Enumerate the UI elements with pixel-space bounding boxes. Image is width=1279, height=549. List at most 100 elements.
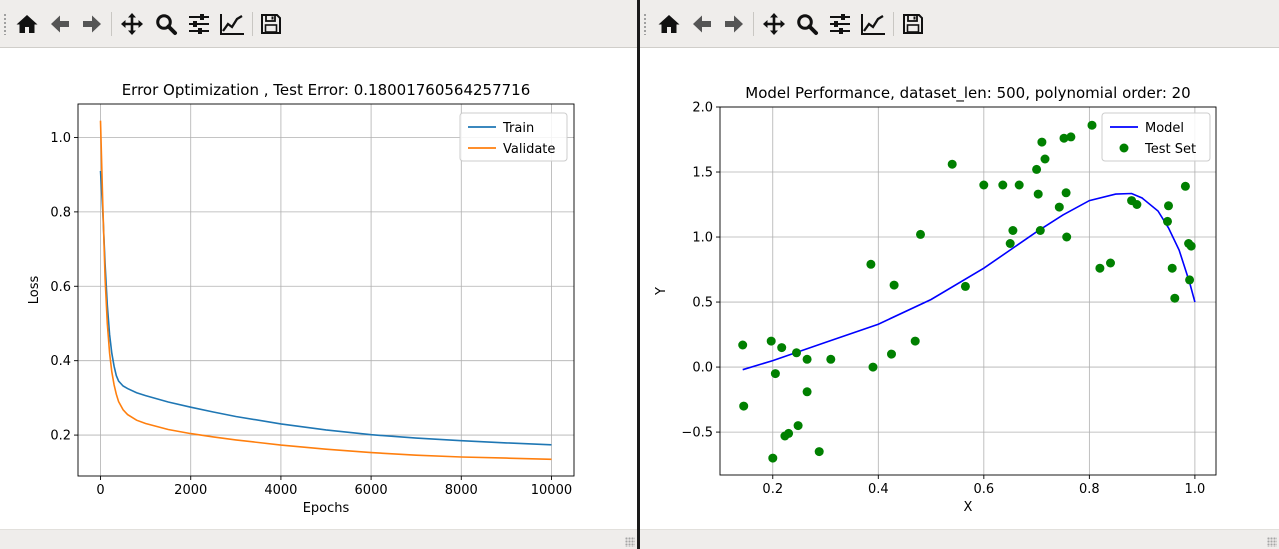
zoom-button[interactable] (151, 9, 181, 39)
x-tick-label: 8000 (445, 483, 478, 498)
test-set-point (784, 428, 794, 438)
window-divider (637, 0, 640, 549)
test-set-point (1132, 200, 1142, 209)
zoom-icon (797, 14, 818, 35)
test-set-point (770, 369, 780, 379)
zoom-icon (156, 14, 177, 35)
forward-arrow-icon (83, 15, 101, 33)
x-axis-label: X (964, 500, 973, 515)
test-set-point (1106, 258, 1115, 268)
configure-subplots-button[interactable] (825, 9, 855, 39)
y-tick-label: −0.5 (681, 426, 713, 441)
back-button[interactable] (687, 9, 717, 39)
test-set-point (889, 280, 899, 290)
model-performance-chart: 0.2 0.4 0.6 0.8 1.0 −0.5 0.0 0.5 1.0 1.5 2.0 Model … (654, 84, 1217, 515)
test-set-point (979, 180, 989, 190)
pan-icon (121, 13, 143, 35)
series-line-train (99, 170, 552, 446)
test-set-point (1037, 137, 1047, 147)
edit-axis-icon (220, 14, 244, 35)
back-arrow-icon (693, 15, 711, 33)
legend-label: Test Set (1144, 142, 1196, 157)
test-set-point (814, 447, 824, 457)
test-set-point (792, 348, 801, 358)
edit-axis-button[interactable] (858, 9, 888, 39)
test-set-point (910, 336, 920, 346)
forward-button[interactable] (719, 9, 749, 39)
test-set-point (793, 421, 803, 431)
test-set-point (1164, 201, 1173, 211)
test-set-point (768, 453, 778, 463)
legend-swatch (1119, 143, 1129, 153)
home-button[interactable] (12, 9, 42, 39)
save-button[interactable] (898, 9, 928, 39)
test-set-point (1061, 188, 1071, 198)
test-set-point (738, 340, 748, 350)
test-set-point (802, 387, 812, 397)
navigation-toolbar (0, 0, 637, 48)
chart-title: Model Performance, dataset_len: 500, pol… (745, 84, 1190, 103)
pan-button[interactable] (117, 9, 147, 39)
y-tick-label: 2.0 (692, 101, 713, 116)
test-set-point (947, 159, 957, 169)
test-set-point (1095, 263, 1105, 273)
resize-grip[interactable] (625, 537, 635, 547)
forward-button[interactable] (77, 9, 107, 39)
pan-icon (763, 13, 785, 35)
edit-axis-button[interactable] (217, 9, 247, 39)
y-tick-label: 0.0 (692, 361, 713, 376)
axes-frame (719, 106, 1217, 476)
home-icon (658, 15, 680, 33)
test-set-point (1059, 133, 1069, 143)
test-set-point (887, 349, 896, 359)
y-tick-label: 0.6 (50, 280, 71, 295)
back-button[interactable] (45, 9, 75, 39)
test-set-point (1035, 226, 1045, 235)
test-set-point (1167, 263, 1177, 273)
toolbar-separator (252, 12, 253, 36)
test-set-point (1087, 120, 1097, 130)
figure-window-right: 0.2 0.4 0.6 0.8 1.0 −0.5 0.0 0.5 1.0 1.5 2.0 Model … (640, 0, 1279, 549)
x-tick-label: 4000 (264, 483, 297, 498)
test-set-point (1180, 181, 1190, 191)
x-axis-label: Epochs (303, 501, 350, 516)
test-set-point (1008, 226, 1018, 235)
toolbar-grip[interactable] (643, 13, 647, 35)
test-set-point (868, 362, 878, 372)
toolbar-separator (893, 12, 894, 36)
figure-window-left: 0 2000 4000 6000 8000 10000 0.2 0.4 0.6 0.8 1.0 Err… (0, 0, 637, 549)
y-axis-label: Loss (27, 276, 42, 305)
save-icon (261, 14, 281, 34)
x-tick-label: 0.4 (868, 482, 889, 497)
x-tick-label: 6000 (355, 483, 388, 498)
test-set-point (1040, 154, 1050, 164)
x-tick-label: 0.6 (973, 482, 994, 497)
legend-label: Validate (503, 142, 555, 157)
plot-area (78, 104, 574, 476)
toolbar-separator (111, 12, 112, 36)
toolbar-grip[interactable] (3, 13, 7, 35)
test-set-point (766, 336, 776, 346)
save-icon (903, 14, 923, 34)
test-set-point (1062, 232, 1072, 242)
test-set-point (802, 354, 812, 364)
legend-box (1101, 112, 1211, 162)
pan-button[interactable] (759, 9, 789, 39)
axes-frame (77, 103, 575, 477)
test-set-point (1186, 241, 1196, 251)
status-bar (0, 529, 637, 549)
configure-subplots-icon (830, 14, 850, 34)
y-tick-label: 1.5 (692, 166, 713, 181)
legend-label: Train (502, 121, 534, 136)
model-curve (742, 192, 1196, 371)
home-button[interactable] (654, 9, 684, 39)
test-set-point (777, 343, 787, 353)
x-tick-label: 2000 (174, 483, 207, 498)
configure-subplots-button[interactable] (184, 9, 214, 39)
save-button[interactable] (256, 9, 286, 39)
zoom-button[interactable] (792, 9, 822, 39)
x-tick-label: 10000 (531, 483, 572, 498)
test-set-point (1163, 216, 1172, 226)
resize-grip[interactable] (1267, 537, 1277, 547)
y-axis-label: Y (654, 287, 669, 296)
